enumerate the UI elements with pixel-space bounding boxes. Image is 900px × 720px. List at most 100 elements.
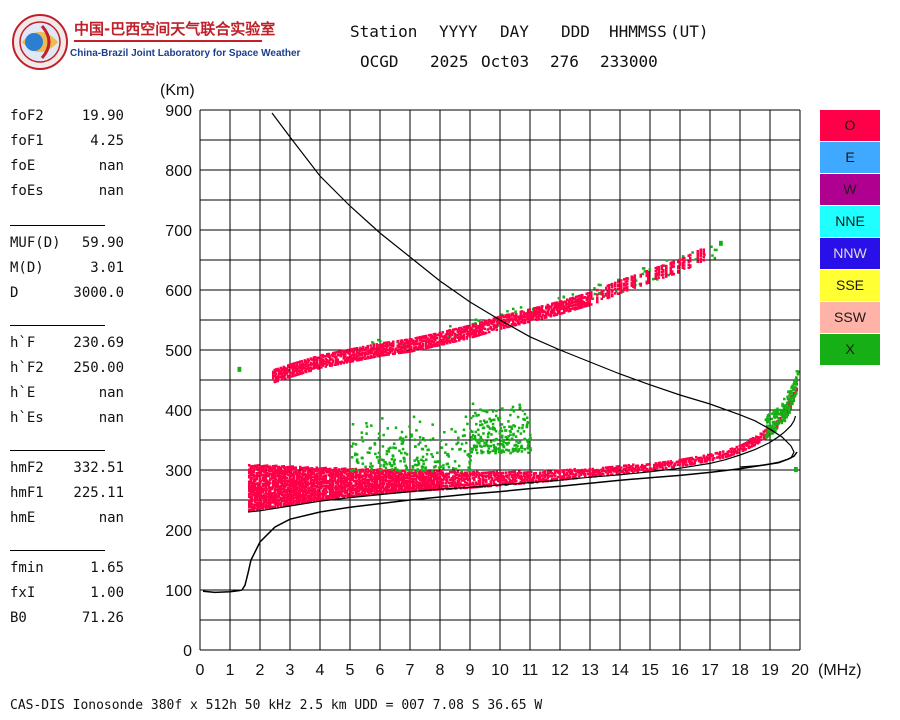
echo-o-mode-2hop: [569, 297, 572, 301]
echo-o-mode: [567, 474, 571, 478]
echo-o-mode: [471, 472, 475, 476]
echo-o-mode: [660, 462, 664, 466]
echo-o-mode: [305, 488, 308, 492]
echo-o-mode: [380, 471, 383, 474]
echo-o-mode: [392, 476, 395, 479]
echo-o-mode-2hop: [630, 275, 634, 278]
echo-o-mode: [606, 472, 610, 475]
param-value: 19.90: [81, 108, 124, 124]
echo-o-mode-2hop: [611, 284, 614, 287]
echo-o-mode: [278, 476, 281, 479]
echo-o-mode: [347, 488, 350, 491]
echo-o-mode: [386, 488, 389, 492]
echo-o-mode: [381, 492, 385, 495]
echo-o-mode-2hop: [462, 326, 466, 329]
echo-o-mode: [254, 464, 257, 468]
echo-o-mode: [363, 484, 367, 488]
echo-o-mode: [273, 497, 277, 501]
echo-o-mode: [302, 469, 305, 473]
echo-o-mode: [293, 480, 296, 483]
echo-x-mode: [713, 256, 717, 260]
echo-x-mode: [519, 306, 523, 309]
echo-o-mode: [284, 470, 287, 474]
echo-o-mode: [260, 507, 263, 510]
echo-o-mode: [266, 492, 269, 496]
echo-o-mode-2hop: [516, 315, 520, 319]
echo-o-mode: [275, 469, 278, 472]
echo-o-mode-2hop: [338, 350, 341, 354]
echo-o-mode: [309, 497, 313, 500]
echo-o-mode: [450, 482, 454, 486]
echo-x-mode: [510, 427, 514, 431]
echo-o-mode-2hop: [489, 319, 493, 323]
echo-o-mode-2hop: [602, 289, 605, 292]
echo-o-mode: [623, 472, 626, 475]
echo-o-mode: [615, 472, 619, 476]
echo-o-mode: [440, 486, 443, 490]
echo-o-mode: [387, 485, 391, 489]
echo-o-mode-2hop: [453, 332, 457, 336]
echo-o-mode: [465, 471, 469, 475]
echo-o-mode-2hop: [404, 350, 407, 354]
echo-o-mode: [435, 485, 439, 488]
echo-o-mode: [269, 492, 272, 495]
echo-x-mode: [352, 468, 356, 471]
echo-o-mode: [543, 472, 547, 476]
echo-o-mode-2hop: [660, 267, 664, 271]
echo-o-mode: [267, 498, 271, 502]
echo-o-mode-2hop: [470, 328, 473, 332]
echo-x-mode: [474, 318, 478, 322]
echo-o-mode-2hop: [308, 366, 311, 370]
echo-o-mode: [399, 477, 403, 480]
echo-o-mode: [294, 494, 298, 498]
echo-o-mode-2hop: [519, 321, 523, 324]
echo-o-mode: [344, 476, 347, 479]
echo-o-mode: [282, 487, 286, 491]
echo-o-mode: [302, 499, 305, 503]
echo-o-mode-2hop: [552, 314, 556, 317]
echo-x-mode: [681, 255, 685, 258]
echo-o-mode: [348, 480, 352, 483]
echo-o-mode: [308, 474, 311, 478]
echo-o-mode: [341, 481, 344, 484]
echo-o-mode-2hop: [381, 352, 385, 356]
echo-o-mode: [272, 501, 275, 504]
echo-o-mode: [729, 447, 733, 451]
echo-x-mode: [482, 426, 486, 429]
echo-o-mode-2hop: [431, 345, 434, 348]
echo-o-mode: [369, 472, 373, 475]
echo-o-mode-2hop: [488, 320, 491, 323]
echo-o-mode-2hop: [570, 300, 574, 303]
echo-o-mode-2hop: [561, 307, 565, 310]
echo-o-mode: [308, 495, 311, 499]
echo-o-mode-2hop: [509, 317, 512, 321]
echo-o-mode-2hop: [533, 313, 536, 316]
echo-o-mode-2hop: [513, 323, 517, 327]
echo-o-mode-2hop: [483, 323, 487, 326]
echo-o-mode: [266, 474, 269, 478]
echo-o-mode-2hop: [344, 353, 347, 357]
echo-o-mode-2hop: [386, 342, 389, 346]
echo-x-mode: [764, 436, 768, 439]
echo-o-mode: [392, 489, 395, 493]
echo-o-mode: [560, 475, 563, 478]
echo-o-mode-2hop: [581, 296, 584, 300]
echo-x-mode: [781, 419, 785, 422]
echo-o-mode: [398, 490, 401, 494]
echo-o-mode-2hop: [584, 296, 587, 299]
echo-x-mode: [477, 413, 480, 417]
echo-o-mode: [374, 474, 377, 478]
echo-o-mode: [272, 496, 275, 500]
echo-o-mode: [573, 474, 577, 477]
echo-o-mode-2hop: [567, 299, 571, 302]
echo-o-mode: [458, 473, 461, 476]
echo-o-mode: [429, 484, 433, 487]
echo-x-mode: [442, 464, 445, 467]
echo-o-mode-2hop: [368, 356, 371, 360]
echo-x-mode: [616, 278, 620, 282]
echo-o-mode: [522, 471, 526, 475]
echo-o-mode: [416, 486, 419, 489]
echo-o-mode: [425, 478, 428, 481]
echo-o-mode: [374, 479, 377, 482]
echo-o-mode: [521, 479, 524, 482]
